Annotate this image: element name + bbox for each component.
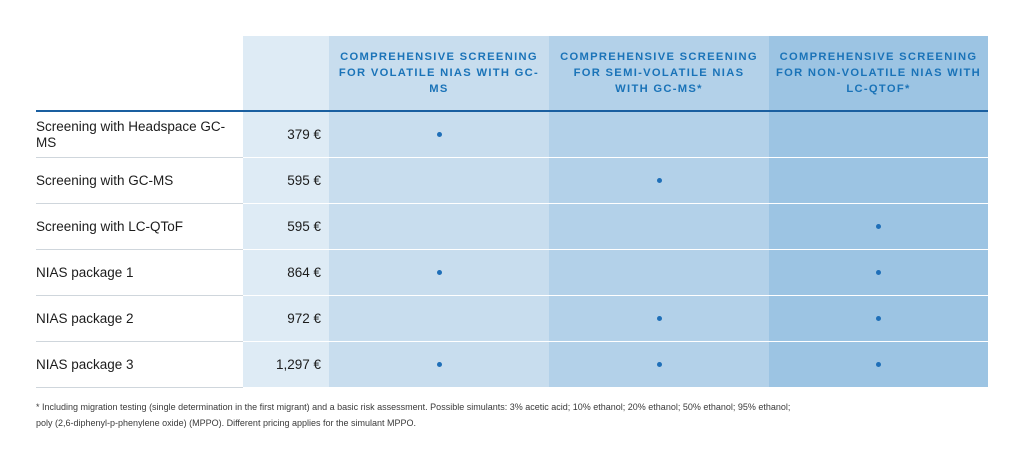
mark-cell — [549, 158, 769, 204]
included-dot-icon — [656, 178, 662, 183]
mark-cell — [769, 112, 988, 158]
row-name: NIAS package 1 — [36, 250, 243, 296]
mark-cell — [549, 296, 769, 342]
included-dot-icon — [876, 362, 881, 367]
row-price: 972 € — [243, 296, 329, 342]
column-header-volatile: COMPREHENSIVE SCREENING FOR VOLATILE NIA… — [329, 36, 549, 112]
mark-cell — [769, 342, 988, 388]
mark-cell — [549, 112, 769, 158]
row-price: 379 € — [243, 112, 329, 158]
row-name: NIAS package 3 — [36, 342, 243, 388]
mark-cell — [769, 296, 988, 342]
mark-cell — [329, 250, 549, 296]
pricing-table: COMPREHENSIVE SCREENING FOR VOLATILE NIA… — [36, 36, 988, 388]
mark-cell — [329, 342, 549, 388]
included-dot-icon — [436, 270, 442, 275]
mark-cell — [549, 250, 769, 296]
included-dot-icon — [876, 316, 881, 321]
row-name: Screening with GC-MS — [36, 158, 243, 204]
included-dot-icon — [656, 316, 662, 321]
mark-cell — [329, 112, 549, 158]
row-price: 864 € — [243, 250, 329, 296]
mark-cell — [549, 204, 769, 250]
column-header-non-volatile: COMPREHENSIVE SCREENING FOR NON-VOLATILE… — [769, 36, 988, 112]
mark-cell — [329, 296, 549, 342]
column-header-label: COMPREHENSIVE SCREENING FOR SEMI-VOLATIL… — [560, 51, 758, 95]
row-price: 595 € — [243, 158, 329, 204]
row-price: 1,297 € — [243, 342, 329, 388]
column-header-label: COMPREHENSIVE SCREENING FOR VOLATILE NIA… — [338, 51, 540, 95]
footnote-line: * Including migration testing (single de… — [36, 402, 791, 412]
mark-cell — [329, 158, 549, 204]
included-dot-icon — [876, 270, 881, 275]
included-dot-icon — [876, 224, 881, 229]
mark-cell — [769, 250, 988, 296]
header-price-cell — [243, 36, 329, 112]
column-header-label: COMPREHENSIVE SCREENING FOR NON-VOLATILE… — [775, 51, 982, 95]
row-name: Screening with LC-QToF — [36, 204, 243, 250]
row-name: Screening with Headspace GC-MS — [36, 112, 243, 158]
mark-cell — [769, 204, 988, 250]
row-name: NIAS package 2 — [36, 296, 243, 342]
column-header-semi-volatile: COMPREHENSIVE SCREENING FOR SEMI-VOLATIL… — [549, 36, 769, 112]
mark-cell — [329, 204, 549, 250]
included-dot-icon — [436, 362, 442, 367]
footnote: * Including migration testing (single de… — [36, 399, 936, 431]
mark-cell — [549, 342, 769, 388]
mark-cell — [769, 158, 988, 204]
included-dot-icon — [656, 362, 662, 367]
included-dot-icon — [436, 132, 442, 137]
header-blank-cell — [36, 36, 243, 112]
footnote-line: poly (2,6-diphenyl-p-phenylene oxide) (M… — [36, 418, 417, 428]
row-price: 595 € — [243, 204, 329, 250]
